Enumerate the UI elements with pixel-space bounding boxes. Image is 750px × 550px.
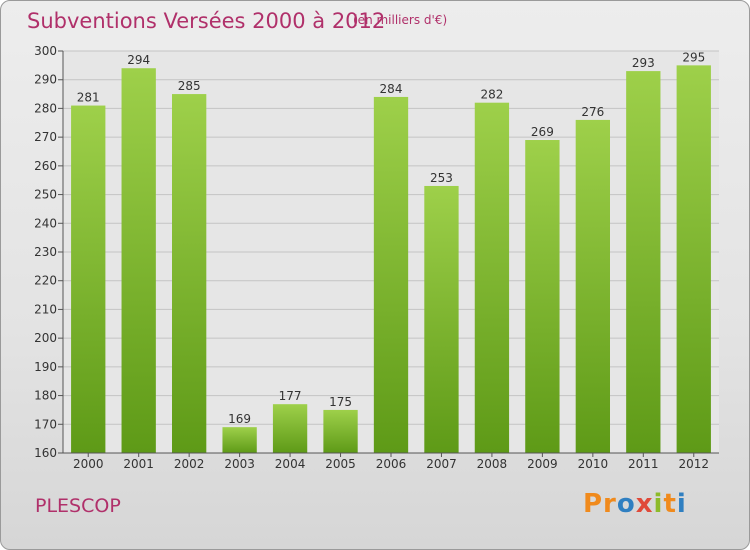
x-tick-label: 2002	[174, 457, 205, 471]
bar	[575, 119, 611, 454]
chart-subtitle: (en milliers d'€)	[353, 13, 448, 27]
x-tick-label: 2010	[578, 457, 609, 471]
y-tick-label: 250	[34, 188, 57, 202]
chart-title: Subventions Versées 2000 à 2012	[27, 9, 386, 33]
x-tick-label: 2009	[527, 457, 558, 471]
x-tick-label: 2001	[123, 457, 154, 471]
x-tick-label: 2007	[426, 457, 457, 471]
y-tick-label: 170	[34, 417, 57, 431]
y-tick-label: 300	[34, 44, 57, 58]
y-tick-label: 220	[34, 274, 57, 288]
data-label: 281	[77, 91, 100, 105]
y-tick-label: 240	[34, 216, 57, 230]
data-label: 169	[228, 412, 251, 426]
bar	[171, 94, 207, 454]
commune-name: PLESCOP	[35, 495, 121, 517]
x-tick-label: 2005	[325, 457, 356, 471]
x-tick-label: 2006	[376, 457, 407, 471]
y-tick-label: 260	[34, 159, 57, 173]
x-tick-label: 2008	[477, 457, 508, 471]
y-tick-label: 180	[34, 389, 57, 403]
bar	[121, 68, 156, 453]
y-tick-label: 210	[34, 302, 57, 316]
data-label: 253	[430, 171, 453, 185]
bar	[272, 404, 308, 453]
data-label: 269	[531, 125, 554, 139]
data-label: 294	[127, 53, 150, 67]
x-tick-label: 2000	[73, 457, 104, 471]
y-tick-label: 270	[34, 130, 57, 144]
bar	[474, 102, 510, 453]
x-tick-label: 2004	[275, 457, 306, 471]
data-label: 276	[581, 105, 604, 119]
y-tick-label: 190	[34, 360, 57, 374]
data-label: 285	[178, 79, 201, 93]
bar	[626, 71, 661, 453]
bar	[222, 427, 257, 453]
data-label: 295	[682, 50, 705, 64]
y-tick-label: 200	[34, 331, 57, 345]
y-tick-label: 290	[34, 73, 57, 87]
y-tick-label: 160	[34, 446, 57, 460]
bar	[676, 65, 711, 453]
bar	[373, 96, 409, 453]
x-tick-label: 2003	[224, 457, 255, 471]
data-label: 293	[632, 56, 655, 70]
x-tick-label: 2011	[628, 457, 659, 471]
bar	[71, 105, 106, 454]
proxiti-logo: Proxiti	[583, 489, 687, 519]
y-tick-label: 280	[34, 101, 57, 115]
x-tick-label: 2012	[678, 457, 709, 471]
data-label: 177	[279, 389, 302, 403]
data-label: 175	[329, 395, 352, 409]
bar	[525, 140, 560, 453]
data-label: 282	[480, 88, 503, 102]
bar	[424, 185, 459, 453]
bar	[323, 409, 358, 453]
y-tick-label: 230	[34, 245, 57, 259]
data-label: 284	[380, 82, 403, 96]
